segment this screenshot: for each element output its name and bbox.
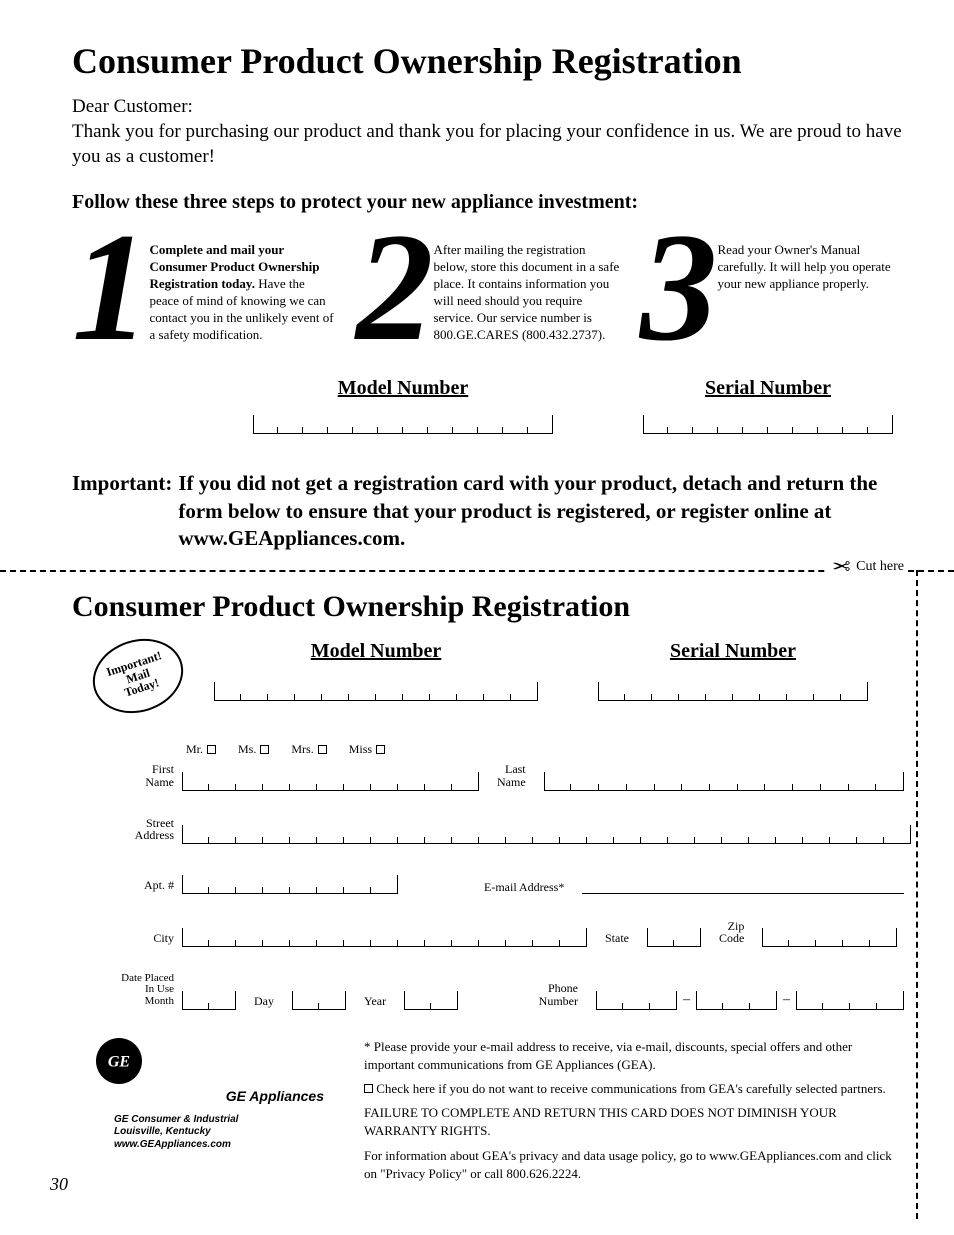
last-name-field[interactable] xyxy=(544,767,904,791)
privacy-note: For information about GEA's privacy and … xyxy=(364,1147,904,1183)
important-body: If you did not get a registration card w… xyxy=(178,470,904,552)
day-field[interactable] xyxy=(292,986,346,1010)
serial-number-field-upper[interactable] xyxy=(643,410,893,434)
street-address-label: StreetAddress xyxy=(84,817,174,844)
serial-number-label: Serial Number xyxy=(643,377,893,400)
serial-number-group-lower: Serial Number xyxy=(598,640,868,701)
page-title: Consumer Product Ownership Registration xyxy=(72,40,904,82)
step: 1Complete and mail your Consumer Product… xyxy=(72,228,336,355)
step-text: Complete and mail your Consumer Product … xyxy=(150,228,337,355)
last-name-label: LastName xyxy=(487,763,536,790)
state-label: State xyxy=(595,932,639,947)
serial-number-group-upper: Serial Number xyxy=(643,377,893,434)
title-options: Mr. Ms. Mrs. Miss xyxy=(186,742,904,757)
title-checkbox[interactable] xyxy=(376,745,385,754)
date-placed-label: Date PlacedIn UseMonth xyxy=(84,973,174,1010)
page-number: 30 xyxy=(50,1174,68,1195)
mail-today-stamp: Important!MailToday! xyxy=(83,628,193,725)
step-number: 3 xyxy=(640,224,712,351)
optout-line: Check here if you do not want to receive… xyxy=(364,1080,904,1098)
svg-text:GE: GE xyxy=(108,1053,130,1070)
month-field[interactable] xyxy=(182,986,236,1010)
optout-checkbox[interactable] xyxy=(364,1084,373,1093)
year-field[interactable] xyxy=(404,986,458,1010)
cut-here-label: Cut here xyxy=(856,559,904,575)
step: 2After mailing the registration below, s… xyxy=(356,228,620,355)
street-address-field[interactable] xyxy=(182,820,911,844)
model-number-field-upper[interactable] xyxy=(253,410,553,434)
step-text: Read your Owner's Manual carefully. It w… xyxy=(718,228,905,355)
first-name-field[interactable] xyxy=(182,767,479,791)
model-number-group-lower: Model Number xyxy=(214,640,538,701)
city-field[interactable] xyxy=(182,923,587,947)
greeting-line: Dear Customer: xyxy=(72,96,904,118)
warranty-note: FAILURE TO COMPLETE AND RETURN THIS CARD… xyxy=(364,1104,904,1140)
serial-number-label-lower: Serial Number xyxy=(598,640,868,663)
serial-number-field-lower[interactable] xyxy=(598,677,868,701)
model-number-label: Model Number xyxy=(253,377,553,400)
apt-label: Apt. # xyxy=(84,879,174,894)
title-option[interactable]: Miss xyxy=(349,742,385,757)
steps-row: 1Complete and mail your Consumer Product… xyxy=(72,228,904,355)
state-field[interactable] xyxy=(647,923,701,947)
step-number: 1 xyxy=(72,224,144,351)
zip-label: ZipCode xyxy=(709,920,754,947)
first-name-label: FirstName xyxy=(84,763,174,790)
cut-line: ✂ Cut here xyxy=(0,560,954,580)
scissors-icon: ✂ xyxy=(832,556,850,578)
lower-top-row: Important!MailToday! Model Number Serial… xyxy=(72,640,904,712)
email-label: E-mail Address* xyxy=(474,881,574,894)
model-number-group-upper: Model Number xyxy=(253,377,553,434)
email-note: * Please provide your e-mail address to … xyxy=(364,1038,904,1074)
footer: GE GE Appliances GE Consumer & Industria… xyxy=(72,1038,904,1189)
title-checkbox[interactable] xyxy=(260,745,269,754)
apt-field[interactable] xyxy=(182,870,398,894)
important-notice: Important: If you did not get a registra… xyxy=(72,470,904,552)
brand-address: GE Consumer & IndustrialLouisville, Kent… xyxy=(84,1114,324,1152)
step-number: 2 xyxy=(356,224,428,351)
day-label: Day xyxy=(244,995,284,1010)
title-option[interactable]: Ms. xyxy=(238,742,269,757)
steps-heading: Follow these three steps to protect your… xyxy=(72,191,904,214)
step-text: After mailing the registration below, st… xyxy=(434,228,621,355)
email-field[interactable] xyxy=(582,876,904,894)
model-number-field-lower[interactable] xyxy=(214,677,538,701)
ge-logo-icon: GE xyxy=(96,1038,142,1084)
lower-title: Consumer Product Ownership Registration xyxy=(72,590,904,624)
title-checkbox[interactable] xyxy=(318,745,327,754)
model-number-label-lower: Model Number xyxy=(214,640,538,663)
city-label: City xyxy=(84,932,174,947)
title-checkbox[interactable] xyxy=(207,745,216,754)
thankyou-paragraph: Thank you for purchasing our product and… xyxy=(72,120,904,169)
year-label: Year xyxy=(354,995,396,1010)
registration-form: Mr. Ms. Mrs. Miss FirstName LastName Str… xyxy=(84,742,904,1009)
step: 3Read your Owner's Manual carefully. It … xyxy=(640,228,904,355)
phone-label: PhoneNumber xyxy=(529,982,588,1009)
zip-field[interactable] xyxy=(762,923,897,947)
title-option[interactable]: Mrs. xyxy=(291,742,326,757)
upper-number-boxes: Model Number Serial Number xyxy=(72,377,904,434)
title-option[interactable]: Mr. xyxy=(186,742,216,757)
brand-name: GE Appliances xyxy=(84,1088,324,1104)
important-lead: Important: xyxy=(72,470,178,552)
phone-field[interactable]: – – xyxy=(596,986,904,1010)
